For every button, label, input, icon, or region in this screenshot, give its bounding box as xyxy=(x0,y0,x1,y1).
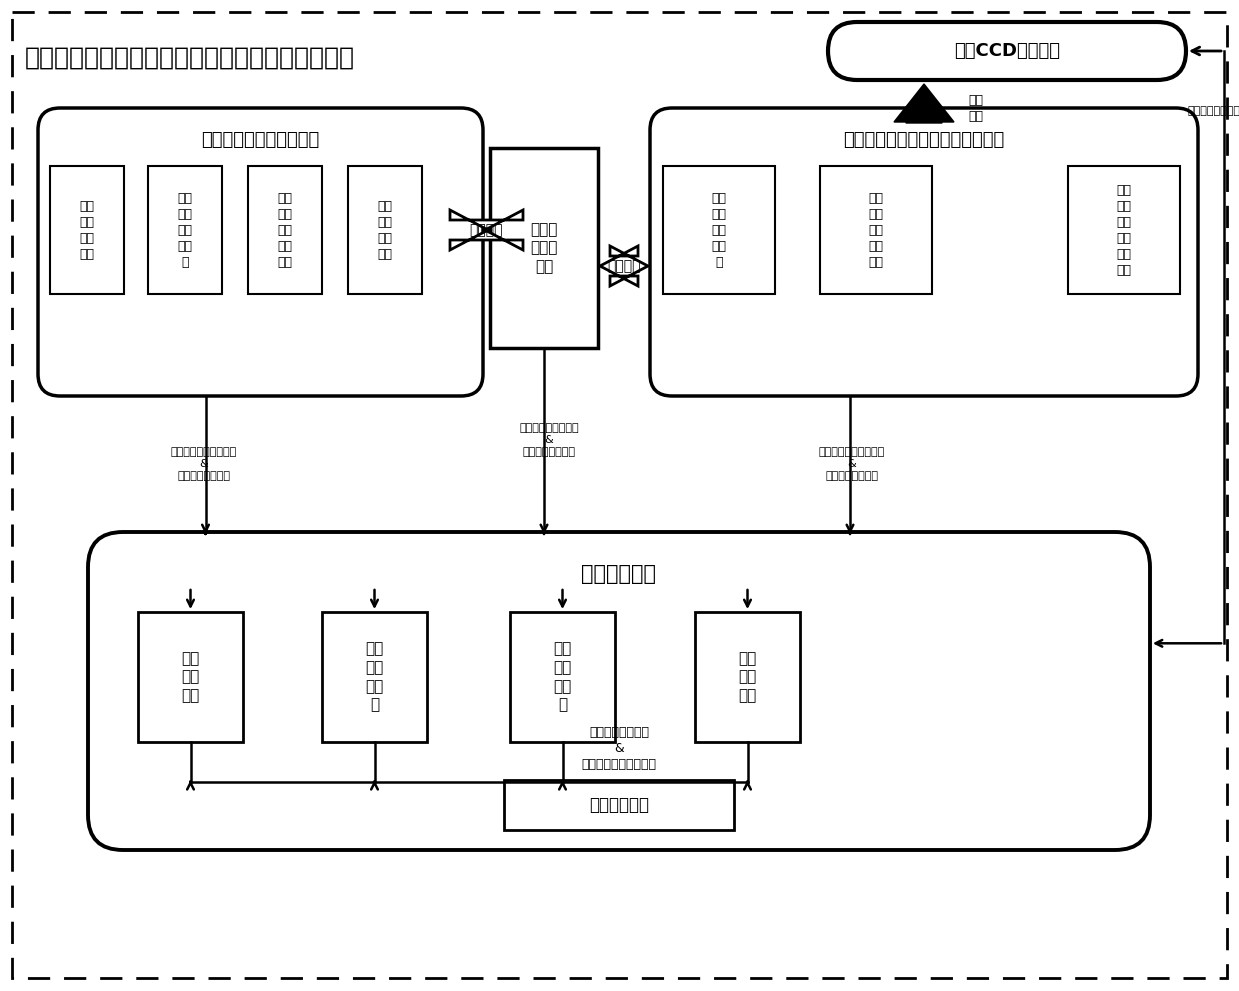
Text: 基于叠合量检测的阀芯同步磨削去毛刺一体化系统: 基于叠合量检测的阀芯同步磨削去毛刺一体化系统 xyxy=(25,46,356,70)
Text: 阀芯
工件
自动
装夹
机构: 阀芯 工件 自动 装夹 机构 xyxy=(278,191,292,269)
Bar xyxy=(1068,166,1180,294)
Text: 伺服阀叠合量检测数据
&
工作流程控制信号: 伺服阀叠合量检测数据 & 工作流程控制信号 xyxy=(819,447,885,482)
Polygon shape xyxy=(450,210,523,250)
Text: 系统实时状态数据
&
工作流程控制指令数据: 系统实时状态数据 & 工作流程控制指令数据 xyxy=(581,725,657,770)
Text: 工控操作平台: 工控操作平台 xyxy=(581,564,657,584)
Bar xyxy=(248,166,322,294)
Text: 伺服
阀叠
合量
检测
系统: 伺服 阀叠 合量 检测 系统 xyxy=(869,191,883,269)
FancyBboxPatch shape xyxy=(650,108,1198,396)
FancyBboxPatch shape xyxy=(38,108,483,396)
FancyBboxPatch shape xyxy=(828,22,1186,80)
Text: 磨床
控制
模块: 磨床 控制 模块 xyxy=(181,651,199,703)
Polygon shape xyxy=(895,84,954,123)
Text: 阀芯
磨削
加工
系统: 阀芯 磨削 加工 系统 xyxy=(79,199,94,261)
FancyBboxPatch shape xyxy=(88,532,1150,850)
Text: 软件系统模块: 软件系统模块 xyxy=(589,796,649,814)
Bar xyxy=(322,612,427,742)
Bar xyxy=(663,166,776,294)
Bar xyxy=(147,166,222,294)
Text: 工件
装夹
检测
系统: 工件 装夹 检测 系统 xyxy=(378,199,393,261)
Bar xyxy=(138,612,243,742)
Text: 伺服
阀自
动装
夹机
构: 伺服 阀自 动装 夹机 构 xyxy=(711,191,726,269)
Text: 工件实时位姿数据: 工件实时位姿数据 xyxy=(1187,106,1239,116)
Bar xyxy=(489,148,598,348)
Bar xyxy=(510,612,615,742)
Text: 机器
人控
制模
块: 机器 人控 制模 块 xyxy=(366,641,384,713)
Text: 运送工件: 运送工件 xyxy=(470,223,503,237)
Bar xyxy=(348,166,422,294)
Text: 机器人实时运动信号
&
工作流程控制信号: 机器人实时运动信号 & 工作流程控制信号 xyxy=(519,422,579,458)
Text: 工作
位姿: 工作 位姿 xyxy=(969,94,984,123)
Text: 工业上
下料机
器人: 工业上 下料机 器人 xyxy=(530,222,558,275)
Text: 测试
台控
制模
块: 测试 台控 制模 块 xyxy=(554,641,571,713)
Bar xyxy=(50,166,124,294)
Text: 阀芯
自动
去毛
刺系
统: 阀芯 自动 去毛 刺系 统 xyxy=(177,191,192,269)
Bar xyxy=(820,166,932,294)
Text: 阀芯加工实时状态信号
&
工作流程控制信号: 阀芯加工实时状态信号 & 工作流程控制信号 xyxy=(171,447,237,482)
Bar xyxy=(695,612,800,742)
Bar xyxy=(504,780,733,830)
Text: 电液伺服阀计算机气动配磨测试台: 电液伺服阀计算机气动配磨测试台 xyxy=(844,131,1005,149)
Text: 视觉CCD工业相机: 视觉CCD工业相机 xyxy=(954,42,1061,60)
Text: 叠合
量数
据处
理专
用计
算机: 叠合 量数 据处 理专 用计 算机 xyxy=(1116,183,1131,276)
Text: 运送工件: 运送工件 xyxy=(607,259,641,273)
Polygon shape xyxy=(600,246,648,286)
Text: 阀芯同步磨削去毛刺磨床: 阀芯同步磨削去毛刺磨床 xyxy=(202,131,320,149)
Text: 视觉
检测
模块: 视觉 检测 模块 xyxy=(738,651,757,703)
